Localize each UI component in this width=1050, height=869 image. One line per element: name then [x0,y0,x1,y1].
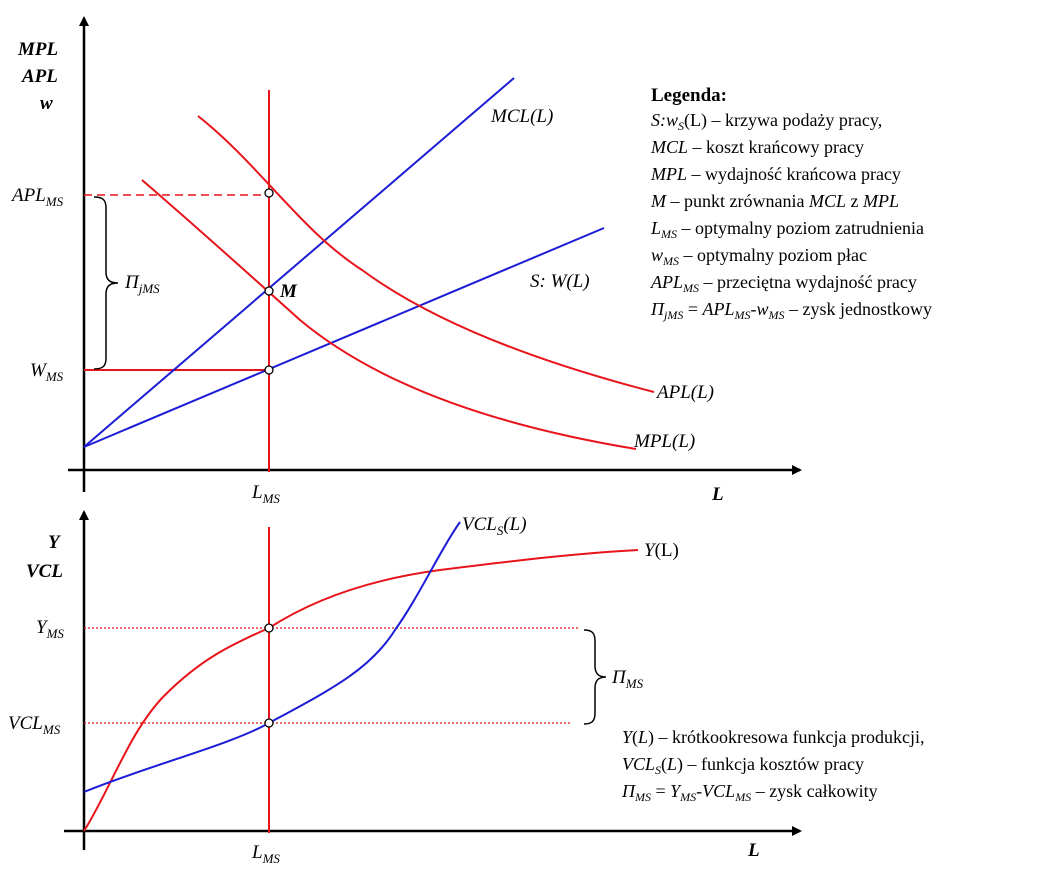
supply-label: S: W(L) [530,271,590,292]
legend-title: Legenda: [651,85,727,106]
y-curve [83,549,639,832]
legend-item-supply: S:wS(L) – krzywa podaży pracy, [651,110,882,133]
top-x-axis-label: L [711,484,724,505]
legend-item-pijms: ΠjMS = APLMS-wMS – zysk jednostkowy [650,299,932,322]
mcl-curve [83,77,515,448]
apl-label: APL(L) [655,382,714,403]
legend-item-wms: wMS – optymalny poziom płac [651,245,867,268]
bottom-chart: Y VCL L YMS VCLMS LMS ΠMS VCLS(L) Y(L) [8,510,802,866]
legend-item-mpl: MPL – wydajność krańcowa pracy [650,164,901,184]
legend-item-aplms: APLMS – przeciętna wydajność pracy [650,272,917,295]
top-y-axis-label-apl: APL [21,66,58,87]
vcl-curve-label: VCLS(L) [462,514,527,538]
bottom-y-axis-label-y: Y [48,532,62,553]
pi-jms-label: ΠjMS [124,272,160,296]
pi-ms-brace [583,629,607,725]
mpl-curve [141,179,637,450]
point-apl-ms [264,188,274,198]
tick-l-ms-bottom: LMS [251,842,280,866]
tick-vcl-ms: VCLMS [8,713,61,737]
point-m-label: M [279,281,298,302]
legend-item-lms: LMS – optymalny poziom zatrudnienia [650,218,924,241]
bottom-legend-line-1: Y(L) – krótkookresowa funkcja produkcji, [622,727,924,748]
point-y-ms [264,623,274,633]
point-m [264,286,274,296]
tick-w-ms: WMS [30,360,64,384]
top-y-axis-label-mpl: MPL [17,39,58,60]
legend-item-m: M – punkt zrównania MCL z MPL [650,191,899,211]
apl-curve [197,115,655,393]
top-y-axis-label-w: w [40,93,53,114]
y-curve-label: Y(L) [644,540,679,561]
legend-item-mcl: MCL – koszt krańcowy pracy [650,137,864,157]
supply-curve [83,227,605,448]
pi-ms-label: ΠMS [611,667,644,691]
bottom-legend-line-3: ΠMS = YMS-VCLMS – zysk całkowity [621,781,878,804]
tick-y-ms: YMS [36,617,64,641]
top-chart: MPL APL w L APLMS WMS LMS ΠjMS M MCL(L) [10,16,802,506]
bottom-x-axis-label: L [747,840,760,861]
pi-jms-brace [93,196,119,370]
tick-apl-ms: APLMS [10,185,64,209]
bottom-legend: Y(L) – krótkookresowa funkcja produkcji,… [621,727,924,804]
bottom-legend-line-2: VCLS(L) – funkcja kosztów pracy [622,754,864,777]
tick-l-ms-top: LMS [251,482,280,506]
mcl-label: MCL(L) [490,106,553,127]
vcl-curve [83,521,461,793]
bottom-y-axis-label-vcl: VCL [26,561,63,582]
point-vcl-ms [264,718,274,728]
legend: Legenda: S:wS(L) – krzywa podaży pracy, … [650,85,932,322]
mpl-label: MPL(L) [633,431,695,452]
point-w-ms [264,365,274,375]
